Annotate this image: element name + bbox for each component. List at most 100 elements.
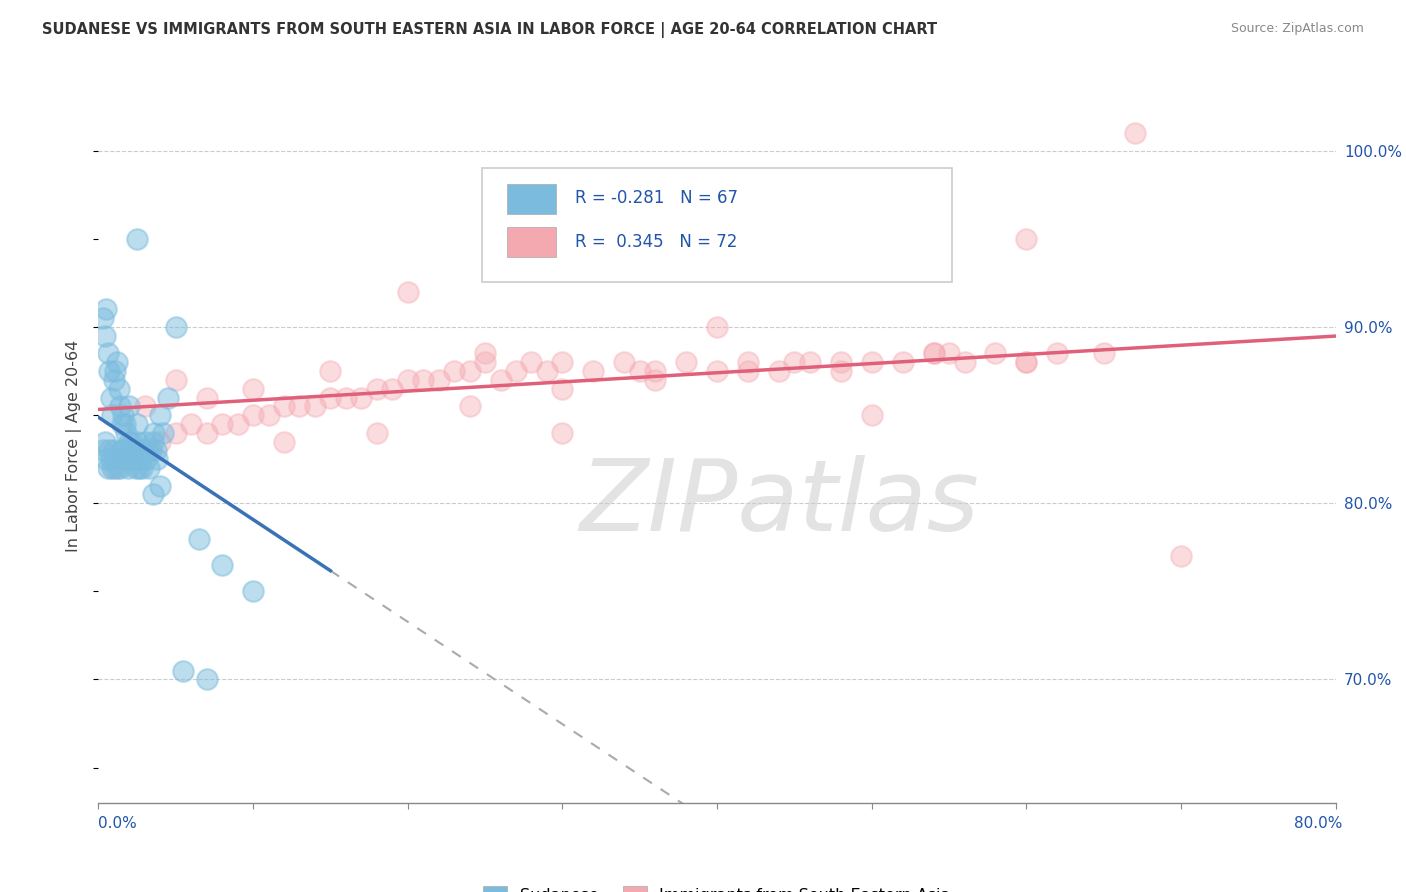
Point — [675, 355, 697, 369]
Point — [118, 452, 141, 467]
FancyBboxPatch shape — [482, 168, 952, 282]
Text: Source: ZipAtlas.com: Source: ZipAtlas.com — [1230, 22, 1364, 36]
Point — [98, 364, 121, 378]
Point — [381, 382, 404, 396]
Point — [366, 382, 388, 396]
Point — [768, 364, 790, 378]
Point — [124, 461, 146, 475]
Text: 80.0%: 80.0% — [1295, 816, 1343, 831]
Point — [132, 443, 155, 458]
Point — [134, 443, 156, 458]
Point — [103, 373, 125, 387]
Point — [96, 302, 118, 317]
Point — [135, 452, 157, 467]
Point — [121, 452, 143, 467]
Point — [412, 373, 434, 387]
Point — [644, 373, 666, 387]
Point — [273, 400, 295, 414]
Point — [706, 364, 728, 378]
Point — [458, 400, 481, 414]
Point — [211, 558, 233, 572]
Point — [97, 346, 120, 360]
Point — [783, 355, 806, 369]
Point — [551, 355, 574, 369]
Point — [922, 346, 945, 360]
Point — [165, 320, 187, 334]
Point — [891, 355, 914, 369]
Point — [288, 400, 311, 414]
Point — [91, 443, 114, 458]
Point — [706, 320, 728, 334]
Point — [1092, 346, 1115, 360]
Point — [211, 417, 233, 431]
Point — [427, 373, 450, 387]
Point — [105, 355, 128, 369]
Point — [536, 364, 558, 378]
Point — [628, 364, 651, 378]
Point — [149, 434, 172, 449]
Point — [142, 434, 165, 449]
Point — [120, 443, 142, 458]
Point — [474, 355, 496, 369]
Point — [111, 443, 134, 458]
Point — [138, 461, 160, 475]
FancyBboxPatch shape — [506, 227, 557, 257]
Point — [551, 425, 574, 440]
Point — [195, 391, 218, 405]
Point — [1015, 355, 1038, 369]
Point — [134, 400, 156, 414]
Point — [143, 425, 166, 440]
Y-axis label: In Labor Force | Age 20-64: In Labor Force | Age 20-64 — [66, 340, 83, 552]
Point — [180, 417, 202, 431]
Point — [91, 311, 114, 326]
Point — [101, 408, 124, 422]
Point — [98, 443, 121, 458]
Point — [273, 434, 295, 449]
FancyBboxPatch shape — [506, 184, 557, 214]
Point — [114, 452, 136, 467]
Point — [131, 461, 153, 475]
Point — [134, 434, 156, 449]
Point — [129, 452, 152, 467]
Point — [443, 364, 465, 378]
Point — [93, 434, 115, 449]
Point — [257, 408, 280, 422]
Point — [335, 391, 357, 405]
Point — [195, 425, 218, 440]
Point — [319, 391, 342, 405]
Point — [112, 408, 135, 422]
Point — [104, 452, 127, 467]
Text: R = -0.281   N = 67: R = -0.281 N = 67 — [575, 189, 738, 207]
Point — [396, 285, 419, 299]
Point — [149, 478, 172, 492]
Point — [953, 355, 976, 369]
Point — [128, 461, 150, 475]
Point — [107, 382, 129, 396]
Point — [157, 391, 180, 405]
Point — [97, 461, 120, 475]
Point — [737, 364, 759, 378]
Point — [1170, 549, 1192, 563]
Point — [396, 373, 419, 387]
Point — [165, 425, 187, 440]
Point — [319, 364, 342, 378]
Point — [100, 391, 122, 405]
Point — [114, 417, 136, 431]
Point — [152, 425, 174, 440]
Text: R =  0.345   N = 72: R = 0.345 N = 72 — [575, 233, 737, 251]
Point — [112, 443, 135, 458]
Point — [242, 408, 264, 422]
Point — [304, 400, 326, 414]
Text: SUDANESE VS IMMIGRANTS FROM SOUTH EASTERN ASIA IN LABOR FORCE | AGE 20-64 CORREL: SUDANESE VS IMMIGRANTS FROM SOUTH EASTER… — [42, 22, 938, 38]
Point — [104, 364, 127, 378]
Point — [195, 673, 218, 687]
Point — [105, 461, 128, 475]
Point — [922, 346, 945, 360]
Point — [551, 382, 574, 396]
Point — [242, 584, 264, 599]
Point — [139, 443, 162, 458]
Point — [474, 346, 496, 360]
Point — [115, 425, 138, 440]
Point — [115, 452, 138, 467]
Point — [188, 532, 211, 546]
